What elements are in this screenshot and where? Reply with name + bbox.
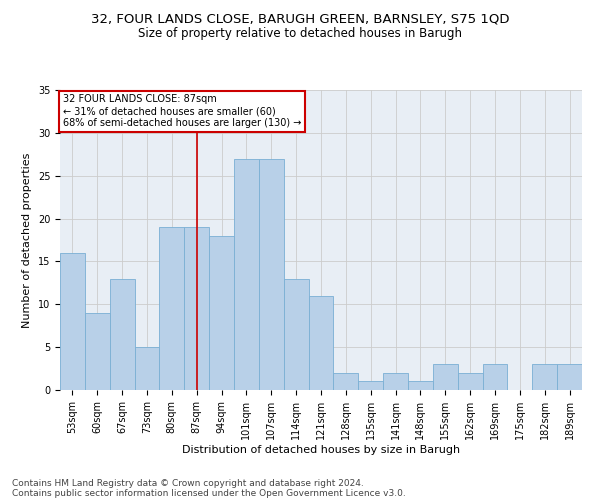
X-axis label: Distribution of detached houses by size in Barugh: Distribution of detached houses by size … xyxy=(182,444,460,454)
Text: Contains public sector information licensed under the Open Government Licence v3: Contains public sector information licen… xyxy=(12,488,406,498)
Bar xyxy=(557,364,582,390)
Bar xyxy=(85,313,110,390)
Bar xyxy=(209,236,234,390)
Y-axis label: Number of detached properties: Number of detached properties xyxy=(22,152,32,328)
Bar xyxy=(160,227,184,390)
Bar xyxy=(234,158,259,390)
Bar xyxy=(433,364,458,390)
Text: 32, FOUR LANDS CLOSE, BARUGH GREEN, BARNSLEY, S75 1QD: 32, FOUR LANDS CLOSE, BARUGH GREEN, BARN… xyxy=(91,12,509,26)
Bar xyxy=(308,296,334,390)
Bar xyxy=(184,227,209,390)
Bar xyxy=(134,347,160,390)
Bar xyxy=(408,382,433,390)
Bar xyxy=(482,364,508,390)
Bar xyxy=(284,278,308,390)
Text: Contains HM Land Registry data © Crown copyright and database right 2024.: Contains HM Land Registry data © Crown c… xyxy=(12,478,364,488)
Bar xyxy=(334,373,358,390)
Text: Size of property relative to detached houses in Barugh: Size of property relative to detached ho… xyxy=(138,28,462,40)
Bar xyxy=(383,373,408,390)
Bar xyxy=(458,373,482,390)
Bar xyxy=(110,278,134,390)
Bar xyxy=(259,158,284,390)
Bar xyxy=(60,253,85,390)
Bar xyxy=(532,364,557,390)
Text: 32 FOUR LANDS CLOSE: 87sqm
← 31% of detached houses are smaller (60)
68% of semi: 32 FOUR LANDS CLOSE: 87sqm ← 31% of deta… xyxy=(62,94,301,128)
Bar xyxy=(358,382,383,390)
